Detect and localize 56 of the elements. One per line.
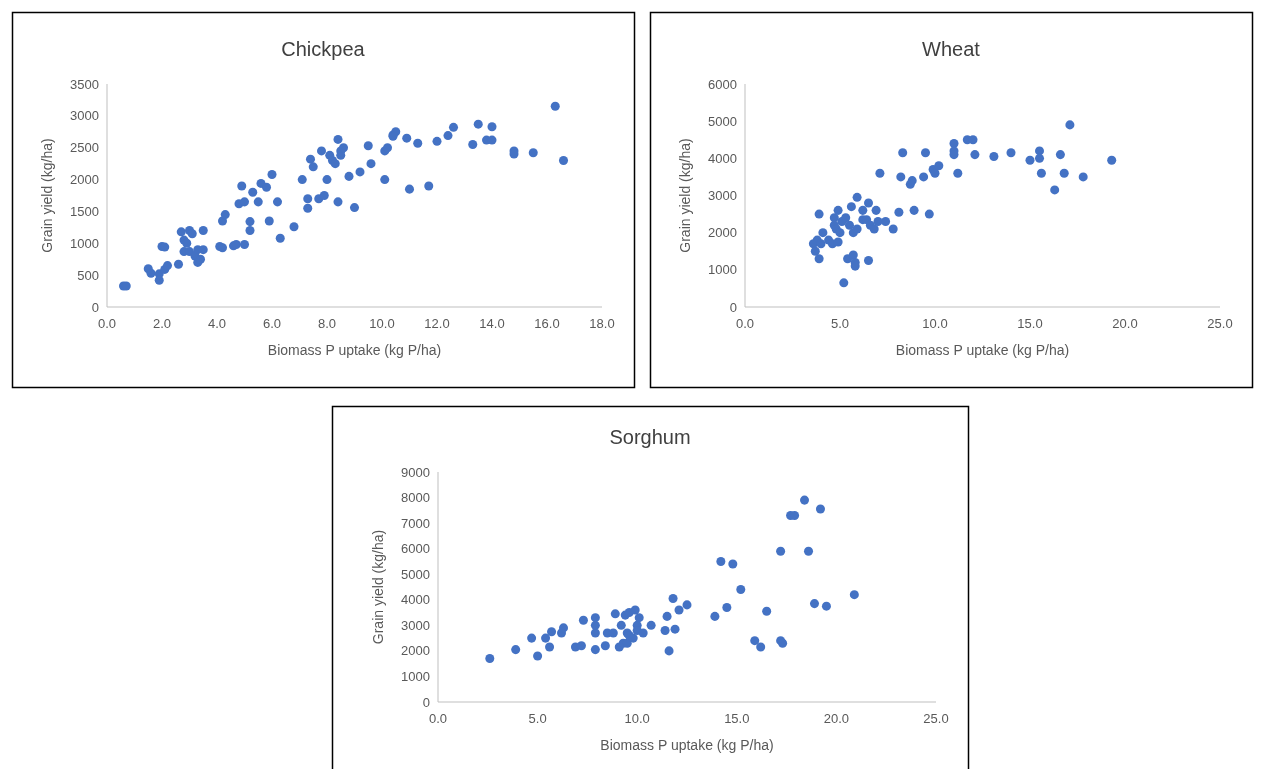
x-tick-label: 20.0 bbox=[823, 711, 850, 726]
y-tick-label: 0 bbox=[91, 299, 99, 315]
y-tick-label: 500 bbox=[77, 267, 99, 283]
y-tick-label: 3500 bbox=[70, 76, 99, 92]
x-axis-title: Biomass P uptake (kg P/ha) bbox=[267, 342, 442, 358]
y-tick-label: 0 bbox=[729, 299, 737, 315]
y-tick-label: 0 bbox=[422, 694, 430, 710]
x-tick-label: 25.0 bbox=[1207, 316, 1233, 331]
y-tick-label: 6000 bbox=[708, 76, 737, 92]
y-tick-label: 2500 bbox=[70, 140, 99, 156]
y-tick-label: 1000 bbox=[708, 262, 737, 278]
x-tick-label: 10.0 bbox=[624, 711, 650, 726]
y-tick-label: 7000 bbox=[401, 515, 430, 531]
y-axis-title: Grain yield (kg/ha) bbox=[677, 138, 693, 253]
y-tick-label: 2000 bbox=[401, 643, 430, 659]
x-tick-label: 0.0 bbox=[735, 316, 755, 331]
chart-title: Chickpea bbox=[281, 38, 366, 60]
y-tick-label: 1000 bbox=[70, 235, 99, 251]
y-tick-label: 3000 bbox=[708, 188, 737, 204]
x-tick-label: 0.0 bbox=[97, 316, 117, 331]
y-axis-title: Grain yield (kg/ha) bbox=[39, 138, 55, 253]
x-tick-label: 25.0 bbox=[923, 711, 949, 726]
y-tick-label: 4000 bbox=[401, 592, 430, 608]
y-tick-label: 5000 bbox=[708, 113, 737, 129]
y-tick-label: 4000 bbox=[708, 150, 737, 166]
x-tick-label: 10.0 bbox=[922, 316, 948, 331]
x-tick-label: 2.0 bbox=[152, 316, 172, 331]
x-tick-label: 15.0 bbox=[1017, 316, 1043, 331]
x-tick-label: 20.0 bbox=[1112, 316, 1138, 331]
x-tick-label: 10.0 bbox=[369, 316, 395, 331]
x-tick-label: 18.0 bbox=[589, 316, 615, 331]
y-tick-label: 8000 bbox=[401, 490, 430, 506]
y-tick-label: 2000 bbox=[70, 172, 99, 188]
y-tick-label: 9000 bbox=[401, 464, 430, 480]
x-tick-label: 5.0 bbox=[830, 316, 850, 331]
y-tick-label: 2000 bbox=[708, 225, 737, 241]
x-tick-label: 4.0 bbox=[207, 316, 227, 331]
x-tick-label: 15.0 bbox=[724, 711, 750, 726]
x-tick-label: 14.0 bbox=[479, 316, 505, 331]
x-axis-title: Biomass P uptake (kg P/ha) bbox=[895, 342, 1070, 358]
x-tick-label: 5.0 bbox=[528, 711, 547, 726]
y-tick-label: 6000 bbox=[401, 541, 430, 557]
y-tick-label: 3000 bbox=[401, 617, 430, 633]
x-tick-label: 16.0 bbox=[534, 316, 560, 331]
chart-title: Wheat bbox=[922, 38, 981, 60]
x-tick-label: 6.0 bbox=[262, 316, 282, 331]
x-axis-title: Biomass P uptake (kg P/ha) bbox=[600, 737, 774, 753]
x-tick-label: 8.0 bbox=[317, 316, 337, 331]
chart-title: Sorghum bbox=[609, 426, 691, 448]
y-tick-label: 1000 bbox=[401, 668, 430, 684]
x-tick-label: 12.0 bbox=[424, 316, 450, 331]
y-tick-label: 1500 bbox=[70, 203, 99, 219]
y-tick-label: 3000 bbox=[70, 108, 99, 124]
x-tick-label: 0.0 bbox=[428, 711, 448, 726]
y-axis-title: Grain yield (kg/ha) bbox=[370, 529, 386, 645]
y-tick-label: 5000 bbox=[401, 566, 430, 582]
